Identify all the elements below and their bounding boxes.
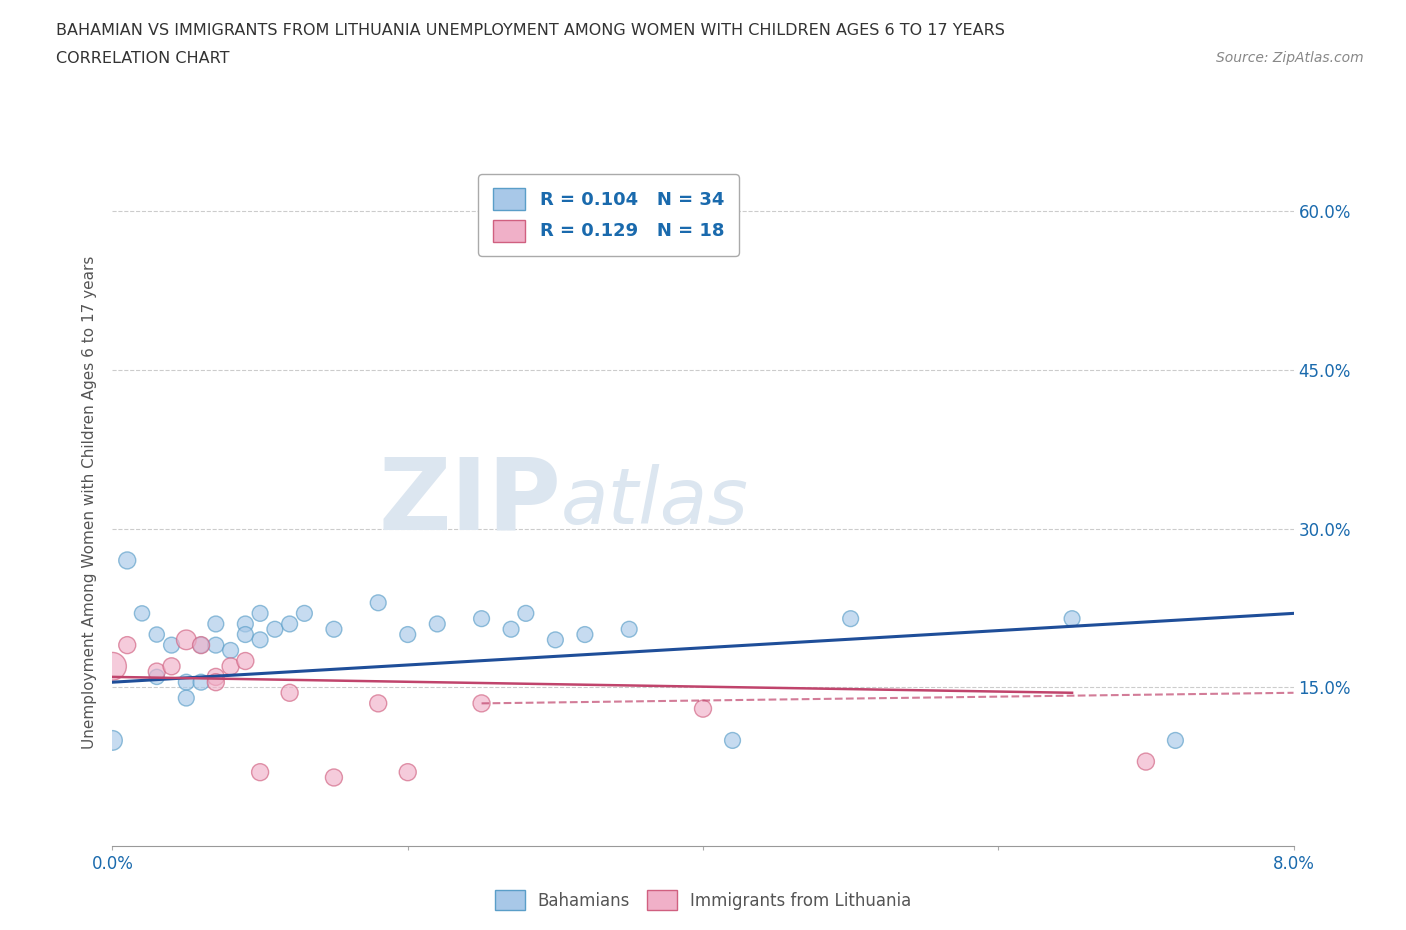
Point [367,696,389,711]
Y-axis label: Unemployment Among Women with Children Ages 6 to 17 years: Unemployment Among Women with Children A… [82,256,97,749]
Point [117,553,138,568]
Point [160,658,183,673]
Text: atlas: atlas [561,464,749,540]
Legend: R = 0.104   N = 34, R = 0.129   N = 18: R = 0.104 N = 34, R = 0.129 N = 18 [478,174,738,256]
Point [174,675,197,690]
Point [146,627,169,642]
Point [233,654,256,669]
Point [278,617,301,631]
Text: BAHAMIAN VS IMMIGRANTS FROM LITHUANIA UNEMPLOYMENT AMONG WOMEN WITH CHILDREN AGE: BAHAMIAN VS IMMIGRANTS FROM LITHUANIA UN… [56,23,1005,38]
Point [515,606,537,621]
Point [1164,733,1187,748]
Point [544,632,567,647]
Point [233,627,256,642]
Point [249,764,271,779]
Point [101,658,124,673]
Point [174,632,197,647]
Point [471,611,494,626]
Point [292,606,315,621]
Point [190,675,212,690]
Point [1135,754,1157,769]
Point [323,770,346,785]
Point [131,606,153,621]
Point [1062,611,1084,626]
Point [249,606,271,621]
Point [396,627,419,642]
Point [471,696,494,711]
Text: ZIP: ZIP [378,454,561,551]
Point [278,685,301,700]
Point [117,638,138,653]
Point [219,658,242,673]
Point [367,595,389,610]
Point [249,632,271,647]
Point [233,617,256,631]
Point [205,675,228,690]
Point [160,638,183,653]
Point [205,670,228,684]
Text: Source: ZipAtlas.com: Source: ZipAtlas.com [1216,51,1364,65]
Point [205,617,228,631]
Legend: Bahamians, Immigrants from Lithuania: Bahamians, Immigrants from Lithuania [488,884,918,917]
Point [501,622,523,637]
Point [692,701,714,716]
Point [146,670,169,684]
Point [146,664,169,679]
Point [721,733,744,748]
Point [264,622,287,637]
Point [219,643,242,658]
Point [190,638,212,653]
Point [205,638,228,653]
Point [426,617,449,631]
Point [396,764,419,779]
Point [190,638,212,653]
Point [101,733,124,748]
Point [574,627,596,642]
Point [174,691,197,706]
Point [323,622,346,637]
Text: CORRELATION CHART: CORRELATION CHART [56,51,229,66]
Point [619,622,641,637]
Point [839,611,862,626]
